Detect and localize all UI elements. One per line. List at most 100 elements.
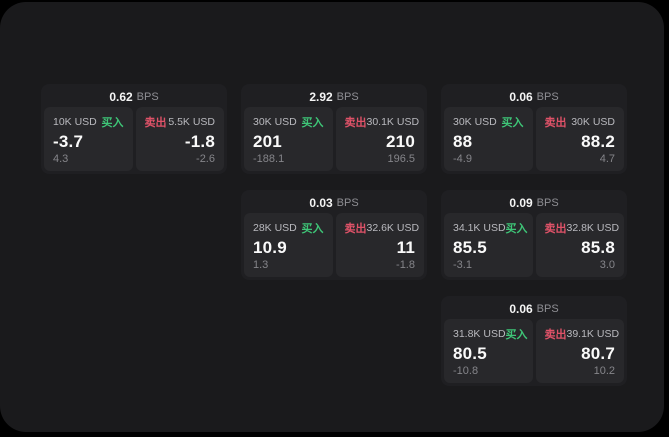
bps-unit-label: BPS bbox=[336, 197, 359, 209]
sell-delta: 4.7 bbox=[599, 153, 615, 165]
buy-price: 201 bbox=[253, 132, 282, 151]
quote-panels: 34.1K USD 买入 85.5 -3.1 卖出 32.8K USD 85.8… bbox=[444, 213, 624, 277]
spread-header: 0.03 BPS bbox=[244, 193, 424, 213]
sell-panel[interactable]: 卖出 32.8K USD 85.8 3.0 bbox=[535, 213, 624, 277]
spread-value: 0.62 bbox=[109, 90, 133, 104]
sell-panel-top: 卖出 39.1K USD bbox=[544, 326, 620, 342]
spread-header: 2.92 BPS bbox=[244, 87, 424, 107]
spread-value: 0.09 bbox=[509, 196, 533, 210]
sell-size: 5.5K USD bbox=[168, 116, 215, 128]
sell-size: 30K USD bbox=[571, 116, 615, 128]
quote-panels: 30K USD 买入 88 -4.9 卖出 30K USD 88.2 4.7 bbox=[444, 107, 624, 171]
buy-delta: 1.3 bbox=[253, 259, 269, 271]
buy-panel-top: 10K USD 买入 bbox=[53, 114, 124, 130]
sell-size: 32.8K USD bbox=[566, 222, 620, 234]
quote-panels: 30K USD 买入 201 -188.1 卖出 30.1K USD 210 1… bbox=[244, 107, 424, 171]
spread-value: 0.06 bbox=[509, 90, 533, 104]
sell-price: 88.2 bbox=[581, 132, 615, 151]
buy-price: 10.9 bbox=[253, 238, 287, 257]
quotes-grid: 0.62 BPS 10K USD 买入 -3.7 4.3 卖出 5.5K USD bbox=[41, 84, 627, 386]
buy-delta: -188.1 bbox=[253, 153, 285, 165]
buy-panel[interactable]: 30K USD 买入 201 -188.1 bbox=[244, 107, 333, 171]
buy-panel-top: 34.1K USD 买入 bbox=[453, 220, 528, 236]
spread-header: 0.09 BPS bbox=[444, 193, 624, 213]
buy-panel-top: 30K USD 买入 bbox=[253, 114, 324, 130]
sell-delta: -2.6 bbox=[196, 153, 215, 165]
sell-side-label: 卖出 bbox=[144, 117, 167, 129]
spread-header: 0.06 BPS bbox=[444, 299, 624, 319]
app-surface: 0.62 BPS 10K USD 买入 -3.7 4.3 卖出 5.5K USD bbox=[0, 2, 664, 432]
buy-size: 30K USD bbox=[453, 116, 497, 128]
sell-panel[interactable]: 卖出 32.6K USD 11 -1.8 bbox=[335, 213, 424, 277]
sell-panel[interactable]: 卖出 5.5K USD -1.8 -2.6 bbox=[135, 107, 224, 171]
sell-panel-top: 卖出 32.6K USD bbox=[344, 220, 420, 236]
buy-panel-top: 31.8K USD 买入 bbox=[453, 326, 528, 342]
buy-panel[interactable]: 10K USD 买入 -3.7 4.3 bbox=[44, 107, 133, 171]
quote-panels: 28K USD 买入 10.9 1.3 卖出 32.6K USD 11 -1.8 bbox=[244, 213, 424, 277]
quote-card-1: 0.62 BPS 10K USD 买入 -3.7 4.3 卖出 5.5K USD bbox=[41, 84, 227, 174]
buy-price: 80.5 bbox=[453, 344, 487, 363]
buy-panel-top: 28K USD 买入 bbox=[253, 220, 324, 236]
spread-value: 0.03 bbox=[309, 196, 333, 210]
quote-panels: 10K USD 买入 -3.7 4.3 卖出 5.5K USD -1.8 -2.… bbox=[44, 107, 224, 171]
buy-delta: 4.3 bbox=[53, 153, 69, 165]
spread-value: 0.06 bbox=[509, 302, 533, 316]
sell-delta: 3.0 bbox=[599, 259, 615, 271]
sell-panel-top: 卖出 30K USD bbox=[545, 114, 616, 130]
sell-panel[interactable]: 卖出 30K USD 88.2 4.7 bbox=[535, 107, 624, 171]
sell-panel[interactable]: 卖出 39.1K USD 80.7 10.2 bbox=[535, 319, 624, 383]
sell-side-label: 卖出 bbox=[344, 117, 367, 129]
sell-panel-top: 卖出 5.5K USD bbox=[145, 114, 216, 130]
bps-unit-label: BPS bbox=[336, 91, 359, 103]
sell-side-label: 卖出 bbox=[544, 117, 567, 129]
quote-card-2: 2.92 BPS 30K USD 买入 201 -188.1 卖出 30.1K … bbox=[241, 84, 427, 174]
sell-panel-top: 卖出 30.1K USD bbox=[344, 114, 420, 130]
buy-delta: -4.9 bbox=[453, 153, 472, 165]
sell-panel[interactable]: 卖出 30.1K USD 210 196.5 bbox=[335, 107, 424, 171]
buy-panel[interactable]: 31.8K USD 买入 80.5 -10.8 bbox=[444, 319, 533, 383]
quote-card-3: 0.06 BPS 30K USD 买入 88 -4.9 卖出 30K USD bbox=[441, 84, 627, 174]
buy-size: 31.8K USD bbox=[453, 328, 506, 340]
buy-side-label: 买入 bbox=[505, 329, 528, 341]
buy-price: -3.7 bbox=[53, 132, 84, 151]
sell-price: 210 bbox=[386, 132, 415, 151]
sell-price: -1.8 bbox=[184, 132, 215, 151]
buy-price: 85.5 bbox=[453, 238, 487, 257]
buy-side-label: 买入 bbox=[501, 117, 524, 129]
sell-size: 39.1K USD bbox=[566, 328, 620, 340]
spread-header: 0.06 BPS bbox=[444, 87, 624, 107]
buy-size: 10K USD bbox=[53, 116, 97, 128]
sell-size: 30.1K USD bbox=[366, 116, 420, 128]
bps-unit-label: BPS bbox=[136, 91, 159, 103]
spread-header: 0.62 BPS bbox=[44, 87, 224, 107]
buy-delta: -3.1 bbox=[453, 259, 472, 271]
buy-side-label: 买入 bbox=[101, 117, 124, 129]
bps-unit-label: BPS bbox=[536, 303, 559, 315]
quote-card-5: 0.09 BPS 34.1K USD 买入 85.5 -3.1 卖出 32.8K… bbox=[441, 190, 627, 280]
buy-size: 30K USD bbox=[253, 116, 297, 128]
bps-unit-label: BPS bbox=[536, 91, 559, 103]
bps-unit-label: BPS bbox=[536, 197, 559, 209]
sell-side-label: 卖出 bbox=[544, 329, 567, 341]
quote-panels: 31.8K USD 买入 80.5 -10.8 卖出 39.1K USD 80.… bbox=[444, 319, 624, 383]
buy-panel[interactable]: 28K USD 买入 10.9 1.3 bbox=[244, 213, 333, 277]
buy-panel[interactable]: 30K USD 买入 88 -4.9 bbox=[444, 107, 533, 171]
sell-price: 11 bbox=[396, 238, 415, 257]
sell-delta: 196.5 bbox=[387, 153, 415, 165]
sell-size: 32.6K USD bbox=[366, 222, 420, 234]
buy-panel-top: 30K USD 买入 bbox=[453, 114, 524, 130]
quote-card-4: 0.03 BPS 28K USD 买入 10.9 1.3 卖出 32.6K US… bbox=[241, 190, 427, 280]
buy-side-label: 买入 bbox=[301, 117, 324, 129]
buy-side-label: 买入 bbox=[505, 223, 528, 235]
buy-side-label: 买入 bbox=[301, 223, 324, 235]
quote-card-6: 0.06 BPS 31.8K USD 买入 80.5 -10.8 卖出 39.1… bbox=[441, 296, 627, 386]
sell-price: 80.7 bbox=[581, 344, 615, 363]
buy-price: 88 bbox=[453, 132, 473, 151]
sell-price: 85.8 bbox=[581, 238, 615, 257]
buy-size: 34.1K USD bbox=[453, 222, 506, 234]
buy-panel[interactable]: 34.1K USD 买入 85.5 -3.1 bbox=[444, 213, 533, 277]
spread-value: 2.92 bbox=[309, 90, 333, 104]
sell-panel-top: 卖出 32.8K USD bbox=[544, 220, 620, 236]
sell-side-label: 卖出 bbox=[344, 223, 367, 235]
sell-side-label: 卖出 bbox=[544, 223, 567, 235]
